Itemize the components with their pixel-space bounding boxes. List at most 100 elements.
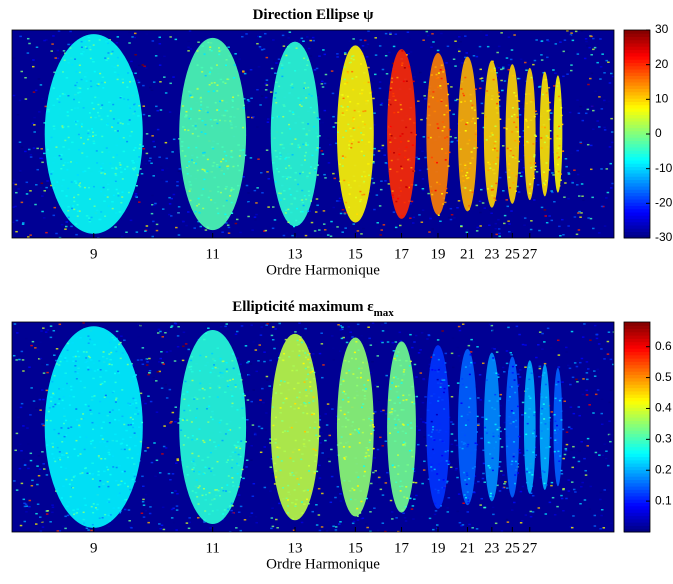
colorbar-cell [624, 114, 650, 119]
speckle [78, 182, 81, 184]
speckle [387, 418, 390, 420]
speckle [61, 399, 64, 402]
noise [532, 63, 535, 66]
speckle [241, 468, 244, 471]
noise [468, 523, 471, 526]
noise [256, 187, 259, 189]
speckle [396, 414, 399, 417]
speckle [111, 50, 114, 53]
speckle [512, 441, 515, 443]
speckle [464, 187, 467, 189]
speckle [227, 459, 230, 461]
speckle [216, 460, 219, 463]
noise [568, 34, 572, 37]
speckle [506, 435, 509, 438]
speckle [78, 71, 81, 74]
noise [184, 343, 188, 345]
noise [58, 323, 62, 326]
speckle [58, 364, 61, 366]
speckle [287, 208, 290, 211]
colorbar-cell [624, 384, 650, 389]
noise [359, 39, 363, 41]
noise [24, 76, 27, 79]
noise [502, 66, 505, 69]
speckle [466, 445, 469, 448]
noise [362, 227, 365, 230]
colorbar-cell [624, 82, 650, 86]
noise [461, 323, 465, 325]
noise [459, 360, 462, 362]
noise [563, 39, 567, 41]
speckle [221, 439, 224, 442]
speckle [496, 102, 499, 105]
speckle [203, 389, 206, 391]
noise [518, 376, 522, 378]
harmonic-blob [457, 348, 478, 506]
noise [321, 153, 325, 155]
speckle [337, 418, 340, 421]
noise [572, 30, 575, 33]
noise [50, 184, 53, 187]
noise [24, 150, 27, 153]
speckle [291, 154, 294, 156]
noise [581, 481, 584, 484]
noise [26, 52, 30, 54]
noise [42, 217, 46, 219]
speckle [292, 474, 295, 477]
noise [173, 360, 177, 362]
speckle [100, 167, 103, 170]
speckle [133, 110, 136, 113]
noise [384, 32, 388, 35]
speckle [511, 365, 514, 368]
speckle [350, 357, 353, 360]
speckle [488, 400, 491, 402]
speckle [111, 126, 114, 128]
noise [575, 233, 579, 236]
noise [560, 497, 564, 500]
noise [239, 529, 243, 532]
noise [593, 514, 597, 517]
noise [323, 109, 327, 112]
noise [22, 498, 26, 501]
noise [578, 450, 581, 452]
speckle [514, 139, 517, 142]
speckle [410, 449, 413, 452]
speckle [491, 60, 494, 63]
noise [394, 341, 398, 343]
colorbar-cell [624, 528, 650, 533]
speckle [96, 162, 99, 164]
speckle [195, 479, 198, 481]
noise [136, 359, 140, 361]
speckle [315, 149, 318, 151]
noise [176, 456, 179, 459]
speckle [399, 141, 402, 143]
noise [501, 89, 504, 92]
speckle [397, 418, 400, 421]
speckle [534, 168, 537, 171]
noise [38, 468, 42, 470]
noise [367, 326, 370, 328]
speckle [343, 479, 346, 482]
noise [259, 334, 263, 336]
speckle [190, 421, 193, 423]
speckle [76, 120, 79, 122]
speckle [462, 443, 465, 445]
speckle [513, 121, 516, 124]
noise [152, 380, 155, 383]
speckle [348, 144, 351, 146]
speckle [433, 439, 436, 441]
speckle [437, 86, 440, 88]
noise [142, 113, 146, 116]
noise [158, 36, 161, 39]
speckle [463, 434, 466, 437]
colorbar-cell [624, 62, 650, 67]
x-tick-label: 27 [522, 540, 538, 556]
x-tick-label: 27 [522, 246, 538, 262]
speckle [128, 448, 131, 451]
speckle [368, 441, 371, 444]
noise [154, 202, 157, 205]
noise [570, 526, 574, 529]
speckle [305, 378, 308, 380]
speckle [189, 199, 192, 202]
speckle [105, 147, 108, 149]
